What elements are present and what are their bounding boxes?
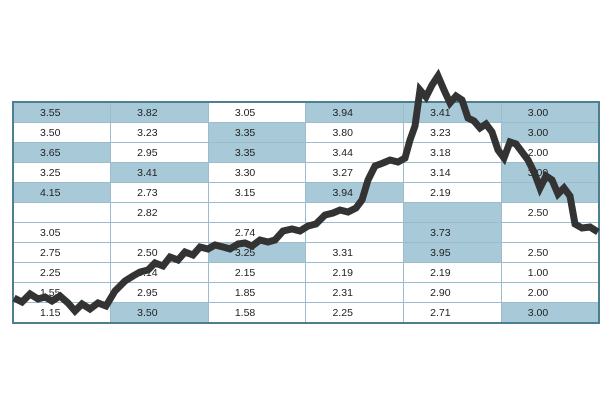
table-cell: 3.73 bbox=[403, 222, 502, 243]
table-row: 3.25 3.41 3.30 3.27 3.14 3.00 bbox=[12, 162, 600, 183]
table-row: 1.15 3.50 1.58 2.25 2.71 3.00 bbox=[12, 302, 600, 324]
table-cell: 2.25 bbox=[305, 302, 405, 324]
table-cell: 3.05 bbox=[12, 222, 112, 243]
table-row: 1.55 2.95 1.85 2.31 2.90 2.00 bbox=[12, 282, 600, 303]
table-cell: 2.31 bbox=[305, 282, 405, 303]
table-cell: 3.65 bbox=[12, 142, 112, 163]
table-cell: 3.95 bbox=[403, 242, 502, 263]
table-cell: 3.94 bbox=[305, 182, 405, 203]
table-cell: 3.35 bbox=[207, 142, 307, 163]
table-cell: 2.95 bbox=[110, 282, 209, 303]
table-row: 3.05 2.74 3.73 bbox=[12, 222, 600, 243]
table-cell: 3.00 bbox=[500, 101, 600, 123]
table-cell bbox=[403, 202, 502, 223]
table-cell: 2.74 bbox=[207, 222, 307, 243]
table-cell: 3.00 bbox=[500, 122, 600, 143]
table-cell: 2.90 bbox=[403, 282, 502, 303]
table-row: 3.55 3.82 3.05 3.94 3.41 3.00 bbox=[12, 101, 600, 123]
price-line bbox=[12, 68, 600, 317]
table-cell: 4.15 bbox=[12, 182, 112, 203]
table-cell: 3.41 bbox=[110, 162, 209, 183]
table-cell: 3.55 bbox=[12, 101, 112, 123]
table-cell: 2.75 bbox=[12, 242, 112, 263]
table-cell: 2.95 bbox=[110, 142, 209, 163]
table-row: 2.82 2.50 bbox=[12, 202, 600, 223]
table-cell: 1.00 bbox=[500, 262, 600, 283]
table-cell: 2.00 bbox=[500, 282, 600, 303]
table-cell: 3.44 bbox=[305, 142, 405, 163]
table-cell: 1.58 bbox=[207, 302, 307, 324]
table-cell: 2.50 bbox=[500, 242, 600, 263]
table-cell: 3.00 bbox=[500, 302, 600, 324]
table-cell: 3.41 bbox=[403, 101, 502, 123]
table-cell: 3.50 bbox=[12, 122, 112, 143]
